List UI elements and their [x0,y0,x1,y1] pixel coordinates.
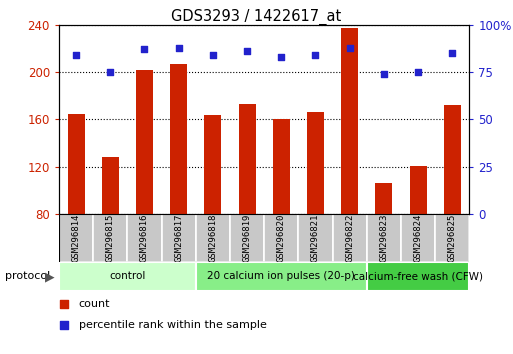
Point [106,69,114,75]
Bar [444,105,461,214]
Text: GDS3293 / 1422617_at: GDS3293 / 1422617_at [171,9,342,25]
Bar [136,70,153,214]
Text: GSM296818: GSM296818 [208,214,218,262]
Text: control: control [109,272,146,281]
Text: GSM296814: GSM296814 [72,214,81,262]
Bar [93,214,127,262]
Point [346,45,354,50]
Bar [127,214,162,262]
Text: GSM296821: GSM296821 [311,214,320,262]
Bar [68,114,85,214]
Bar [273,119,290,214]
Text: GSM296815: GSM296815 [106,214,115,262]
Text: GSM296823: GSM296823 [380,214,388,262]
Text: 20 calcium ion pulses (20-p): 20 calcium ion pulses (20-p) [207,272,355,281]
Bar [239,104,255,214]
Point [243,48,251,54]
Bar [299,214,332,262]
Bar [307,112,324,214]
Bar [162,214,196,262]
Point [380,71,388,77]
Bar [204,115,222,214]
Text: GSM296820: GSM296820 [277,214,286,262]
Text: count: count [79,299,110,309]
Bar [367,214,401,262]
Point [414,69,422,75]
Bar [59,262,196,291]
Text: percentile rank within the sample: percentile rank within the sample [79,320,267,330]
Bar [409,166,427,214]
Text: GSM296825: GSM296825 [448,214,457,262]
Point [209,52,217,58]
Text: GSM296822: GSM296822 [345,214,354,262]
Text: ▶: ▶ [45,270,55,283]
Bar [341,28,358,214]
Point [283,55,291,60]
Bar [102,157,119,214]
Text: GSM296824: GSM296824 [413,214,423,262]
Point [174,45,183,50]
Point [311,52,320,58]
Bar [196,262,367,291]
Text: GSM296816: GSM296816 [140,214,149,262]
Point [72,52,80,58]
Bar [332,214,367,262]
Point [141,47,149,52]
Point [283,246,291,251]
Text: GSM296819: GSM296819 [243,214,251,262]
Bar [264,214,299,262]
Bar [170,64,187,214]
Bar [230,214,264,262]
Bar [367,262,469,291]
Text: calcium-free wash (CFW): calcium-free wash (CFW) [353,272,483,281]
Bar [376,183,392,214]
Text: protocol: protocol [5,272,50,281]
Point [448,50,457,56]
Bar [196,214,230,262]
Point [277,54,285,60]
Text: GSM296817: GSM296817 [174,214,183,262]
Bar [435,214,469,262]
Bar [401,214,435,262]
Bar [59,214,93,262]
